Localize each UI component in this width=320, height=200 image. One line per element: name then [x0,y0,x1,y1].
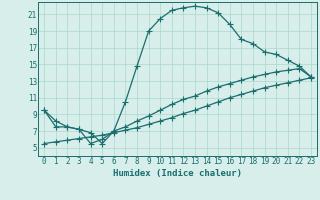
X-axis label: Humidex (Indice chaleur): Humidex (Indice chaleur) [113,169,242,178]
